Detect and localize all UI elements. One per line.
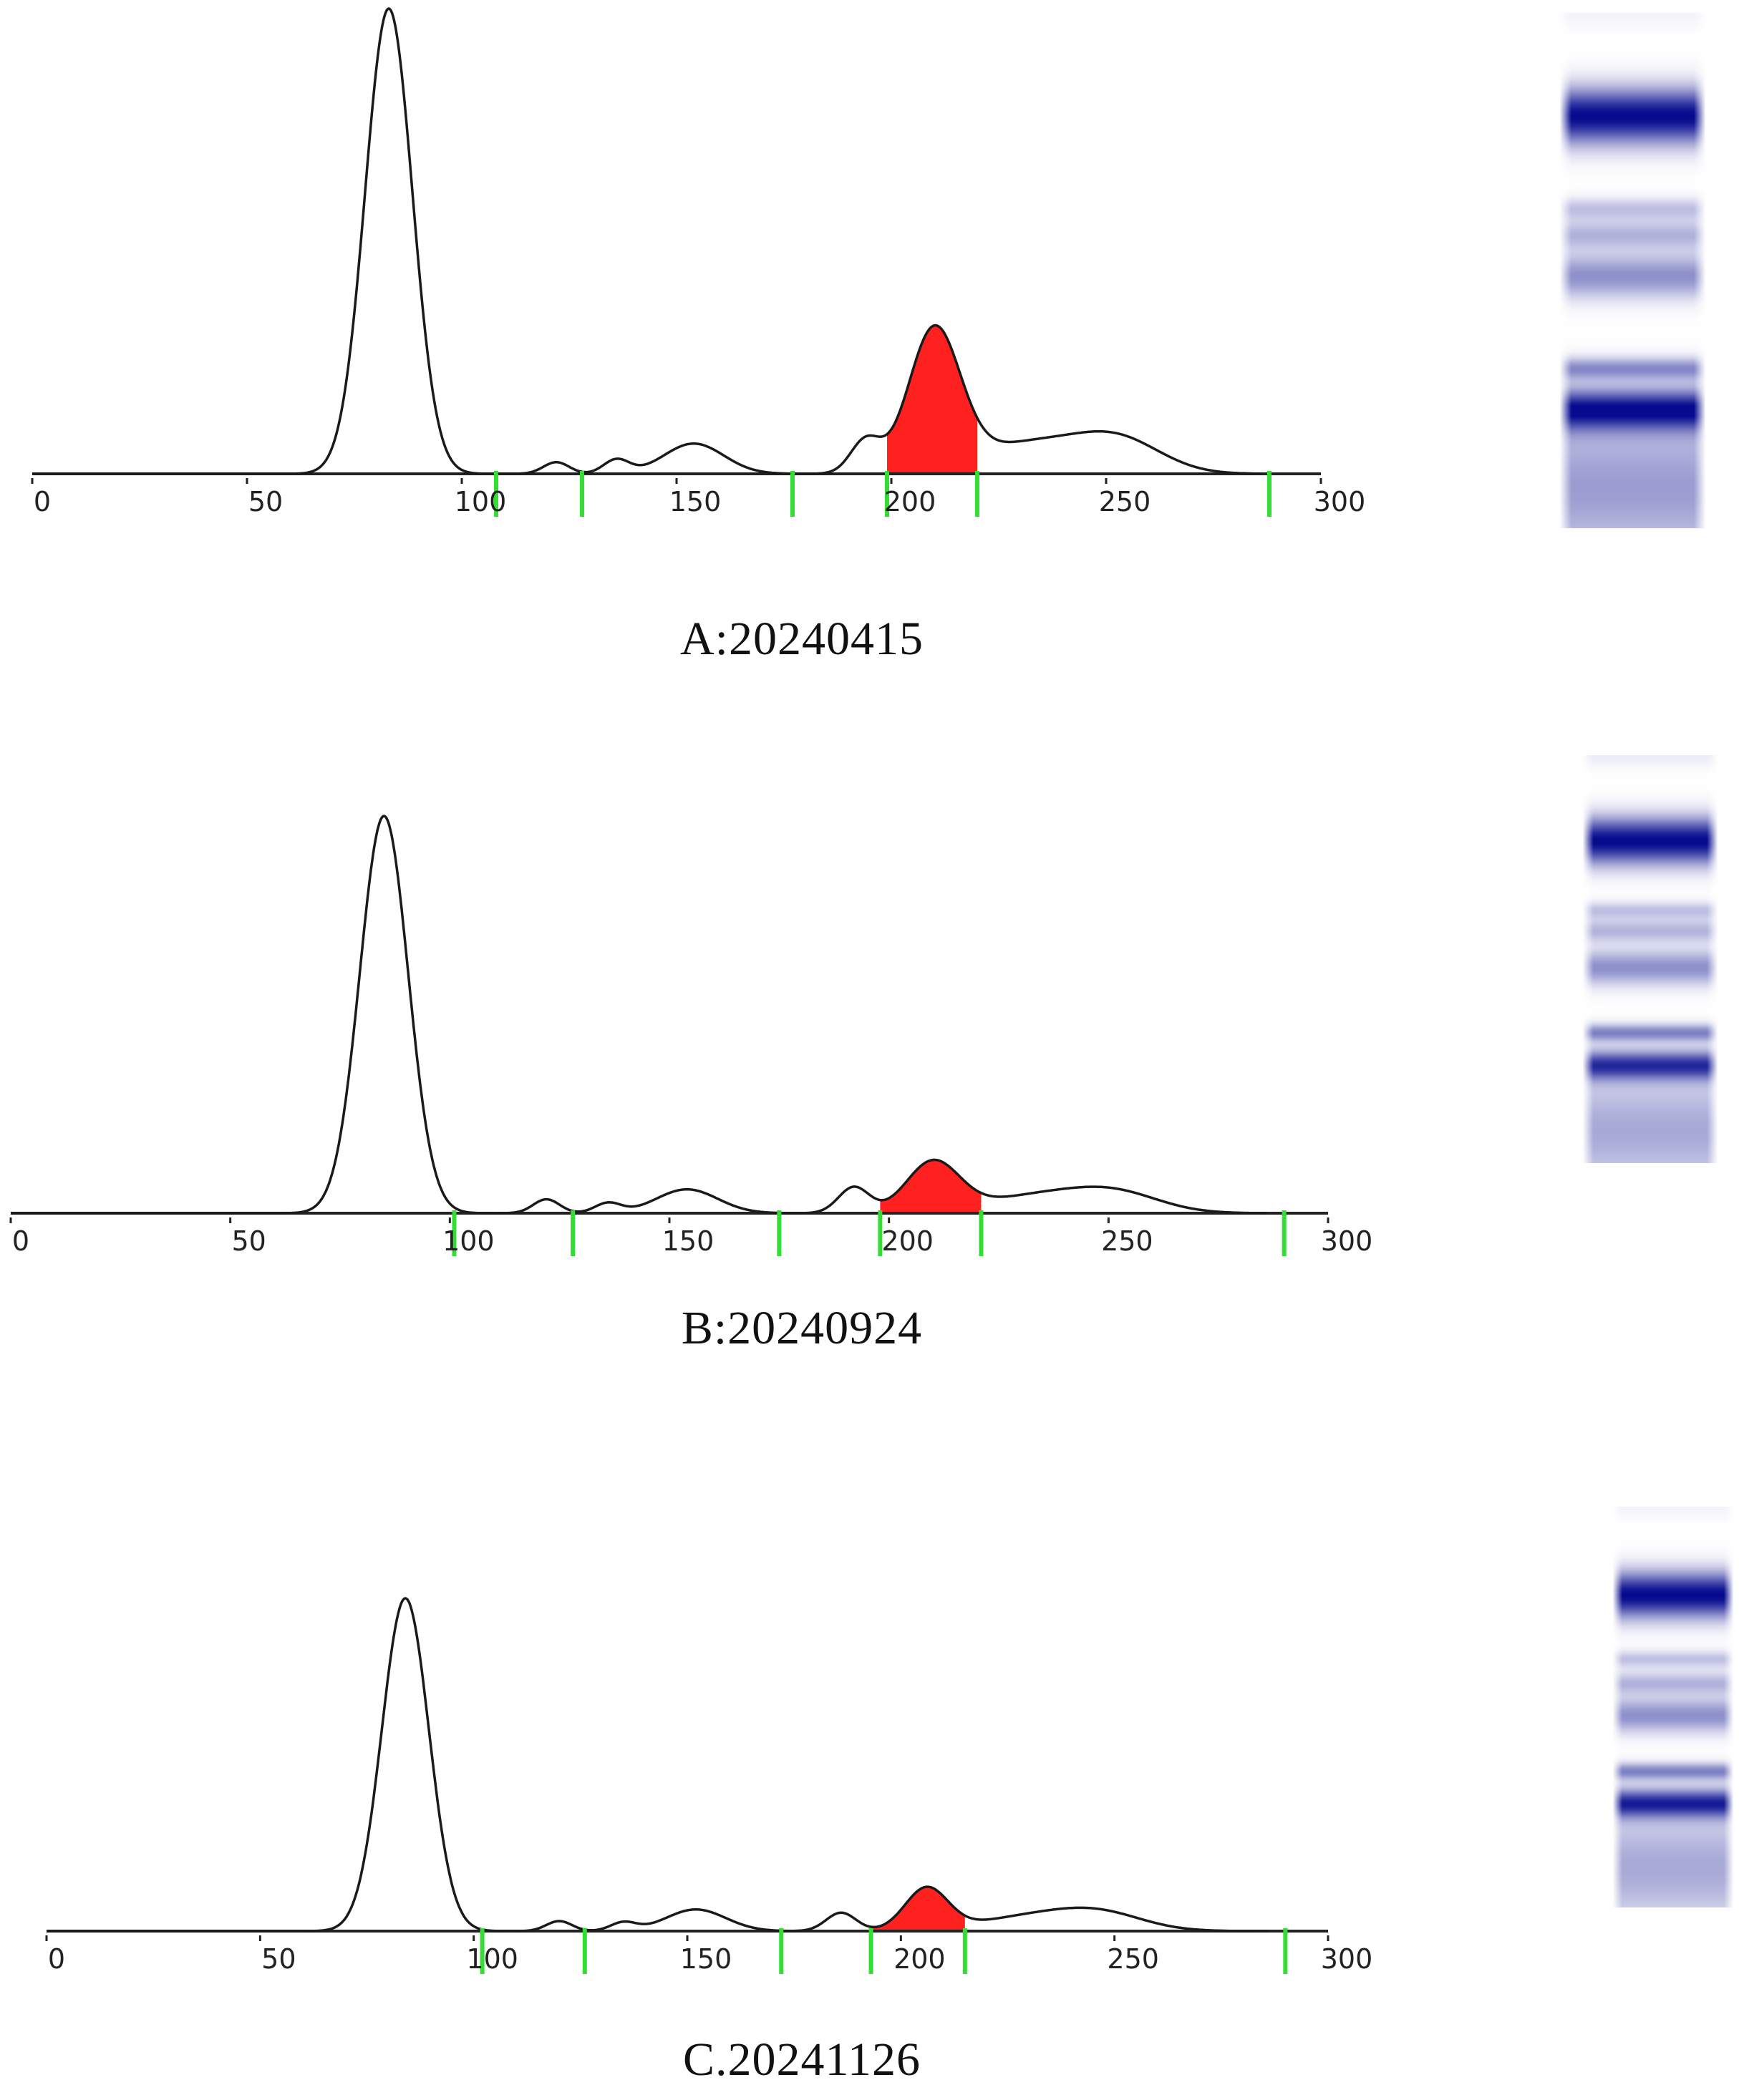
density-trace-line bbox=[32, 7, 1261, 475]
x-tick-label: 0 bbox=[48, 1943, 65, 1975]
x-tick-label: 200 bbox=[884, 486, 936, 517]
x-tick-label: 300 bbox=[1314, 486, 1366, 517]
x-tick-label: 150 bbox=[669, 486, 722, 517]
highlighted-peak-area bbox=[871, 1887, 965, 1931]
x-tick-label: 250 bbox=[1099, 486, 1151, 517]
gel-lane-c bbox=[1612, 1507, 1734, 1907]
gel-lane-a bbox=[1559, 13, 1706, 528]
caption-b: B:20240924 bbox=[681, 1302, 923, 1354]
x-tick-label: 100 bbox=[455, 486, 507, 517]
x-tick-label: 100 bbox=[442, 1225, 495, 1257]
x-tick-label: 250 bbox=[1107, 1943, 1159, 1975]
densitometry-chart-b: 0 50 100 150 200 250 300 bbox=[9, 815, 1372, 1257]
x-tick-label: 50 bbox=[261, 1943, 296, 1975]
x-tick-label: 0 bbox=[34, 486, 51, 517]
caption-c: C.20241126 bbox=[682, 2033, 921, 2086]
x-tick-label: 200 bbox=[881, 1225, 934, 1257]
x-tick-label: 300 bbox=[1321, 1225, 1373, 1257]
x-tick-label: 150 bbox=[680, 1943, 732, 1975]
density-trace-line bbox=[46, 1597, 1269, 1933]
highlighted-peak-area bbox=[887, 325, 977, 474]
x-tick-label: 0 bbox=[12, 1225, 29, 1257]
caption-a: A:20240415 bbox=[680, 613, 924, 665]
densitometry-chart-c: 0 50 100 150 200 250 300 bbox=[45, 1597, 1372, 1975]
density-trace-line bbox=[10, 815, 1267, 1215]
densitometry-chart-a: 0 50 100 150 200 250 300 bbox=[31, 7, 1365, 517]
x-tick-label: 250 bbox=[1101, 1225, 1153, 1257]
x-tick-label: 50 bbox=[231, 1225, 266, 1257]
x-tick-label: 200 bbox=[893, 1943, 946, 1975]
x-tick-label: 150 bbox=[662, 1225, 715, 1257]
x-tick-label: 300 bbox=[1321, 1943, 1373, 1975]
gel-lane-b bbox=[1582, 755, 1718, 1163]
x-tick-label: 100 bbox=[466, 1943, 518, 1975]
x-tick-label: 50 bbox=[248, 486, 283, 517]
